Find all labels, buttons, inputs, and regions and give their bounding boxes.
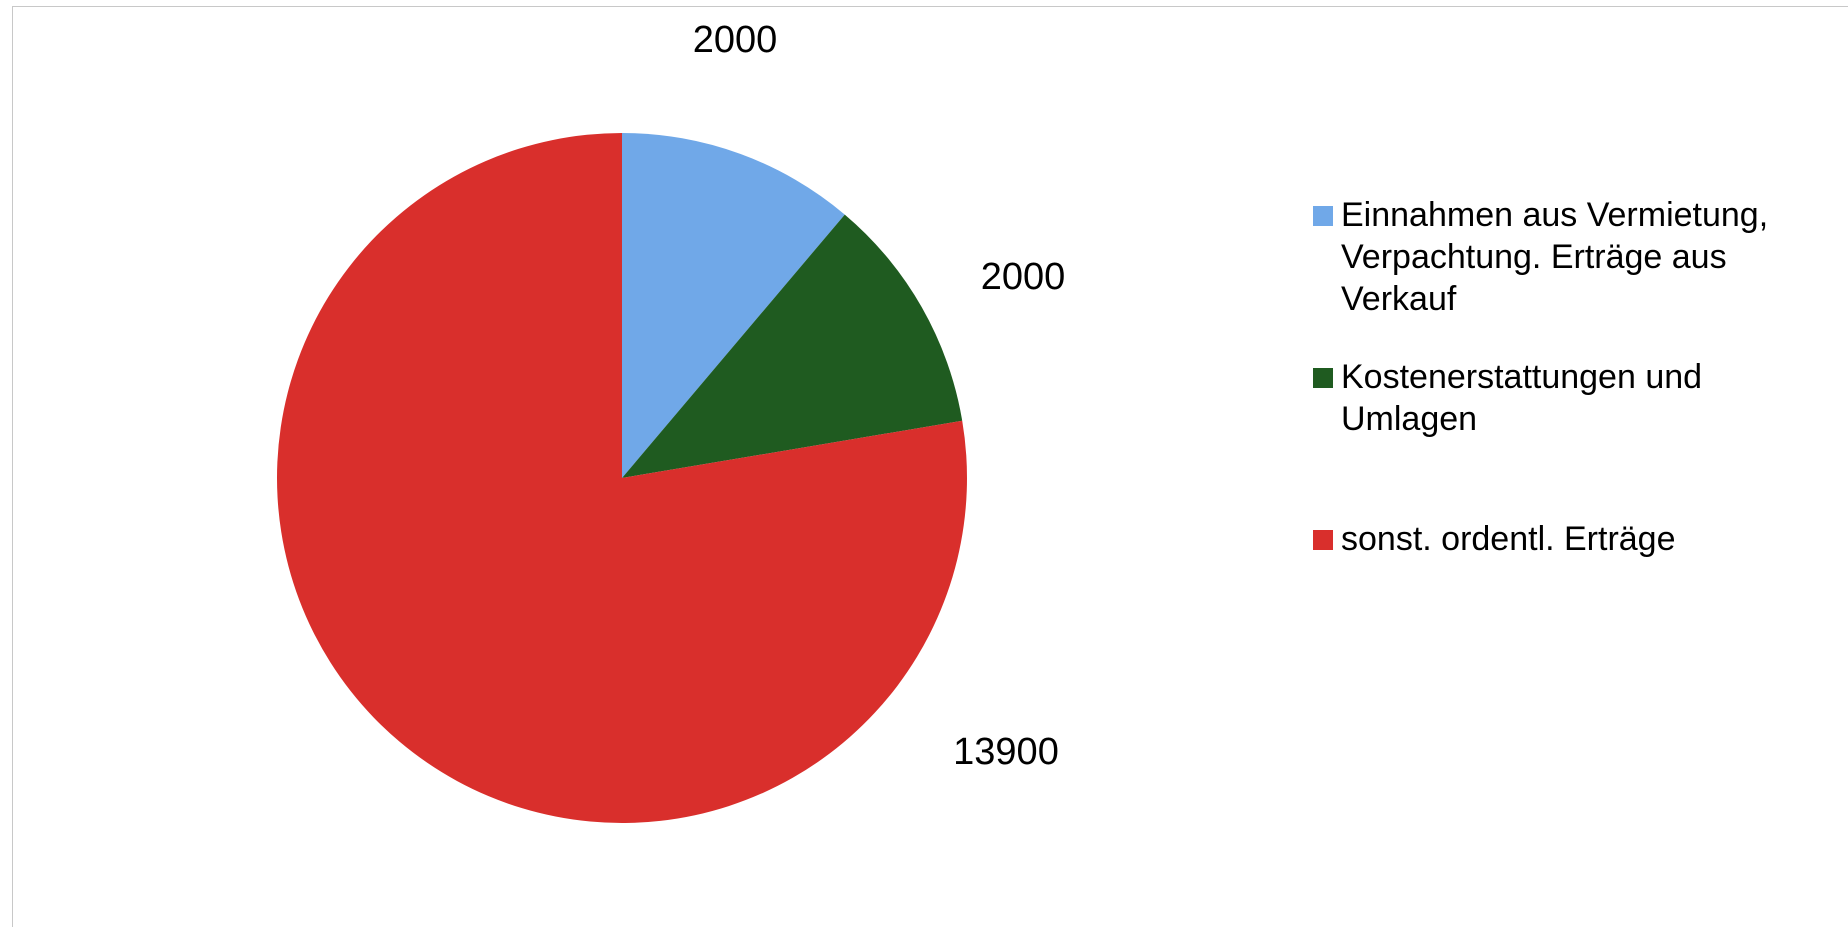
chart-frame — [12, 6, 1848, 927]
legend-entry-sonstige: sonst. ordentl. Erträge — [1313, 518, 1833, 560]
legend-swatch-kostenerstattungen — [1313, 368, 1333, 388]
pie-data-labels: 2000 2000 13900 — [693, 19, 1066, 773]
legend-swatch-sonstige — [1313, 530, 1333, 550]
legend-swatch-vermietung — [1313, 206, 1333, 226]
pie-slice-vermietung — [622, 133, 845, 478]
legend-label-kostenerstattungen: Kostenerstattungen und Umlagen — [1341, 358, 1703, 438]
legend: Einnahmen aus Vermietung, Verpachtung. E… — [1313, 194, 1833, 560]
data-label-kostenerstattungen: 2000 — [981, 256, 1066, 298]
pie-slices — [277, 133, 968, 823]
legend-entry-vermietung: Einnahmen aus Vermietung, Verpachtung. E… — [1313, 194, 1833, 320]
legend-label-vermietung: Einnahmen aus Vermietung, Verpachtung. E… — [1341, 196, 1769, 318]
pie-slice-kostenerstattungen — [622, 214, 963, 478]
legend-entry-kostenerstattungen: Kostenerstattungen und Umlagen — [1313, 356, 1833, 440]
data-label-vermietung: 2000 — [693, 19, 778, 61]
data-label-sonstige: 13900 — [953, 731, 1059, 773]
legend-label-sonstige: sonst. ordentl. Erträge — [1341, 520, 1676, 558]
pie-slice-sonstige — [277, 133, 968, 823]
